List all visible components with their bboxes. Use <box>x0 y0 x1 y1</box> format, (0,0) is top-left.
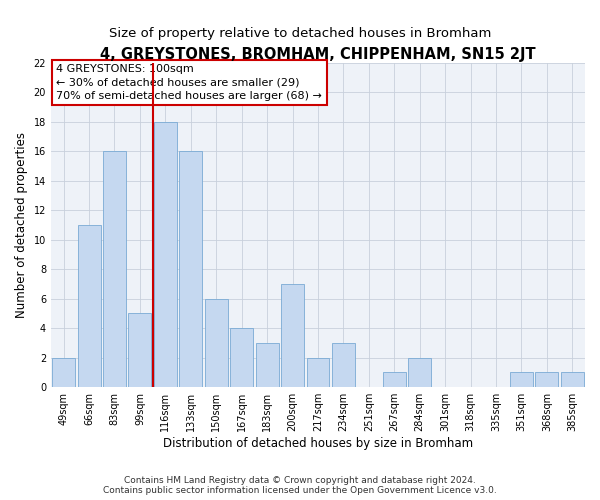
Bar <box>154 122 177 387</box>
Bar <box>561 372 584 387</box>
Bar <box>205 298 227 387</box>
Title: 4, GREYSTONES, BROMHAM, CHIPPENHAM, SN15 2JT: 4, GREYSTONES, BROMHAM, CHIPPENHAM, SN15… <box>100 48 536 62</box>
Bar <box>281 284 304 387</box>
Bar <box>103 151 126 387</box>
Bar <box>408 358 431 387</box>
Bar <box>307 358 329 387</box>
Text: 4 GREYSTONES: 100sqm
← 30% of detached houses are smaller (29)
70% of semi-detac: 4 GREYSTONES: 100sqm ← 30% of detached h… <box>56 64 322 100</box>
Bar <box>52 358 75 387</box>
Bar <box>179 151 202 387</box>
Text: Contains HM Land Registry data © Crown copyright and database right 2024.
Contai: Contains HM Land Registry data © Crown c… <box>103 476 497 495</box>
Bar <box>230 328 253 387</box>
Text: Size of property relative to detached houses in Bromham: Size of property relative to detached ho… <box>109 28 491 40</box>
Bar <box>383 372 406 387</box>
Y-axis label: Number of detached properties: Number of detached properties <box>15 132 28 318</box>
X-axis label: Distribution of detached houses by size in Bromham: Distribution of detached houses by size … <box>163 437 473 450</box>
Bar <box>535 372 558 387</box>
Bar <box>332 343 355 387</box>
Bar <box>128 314 151 387</box>
Bar <box>510 372 533 387</box>
Bar <box>77 225 101 387</box>
Bar <box>256 343 278 387</box>
